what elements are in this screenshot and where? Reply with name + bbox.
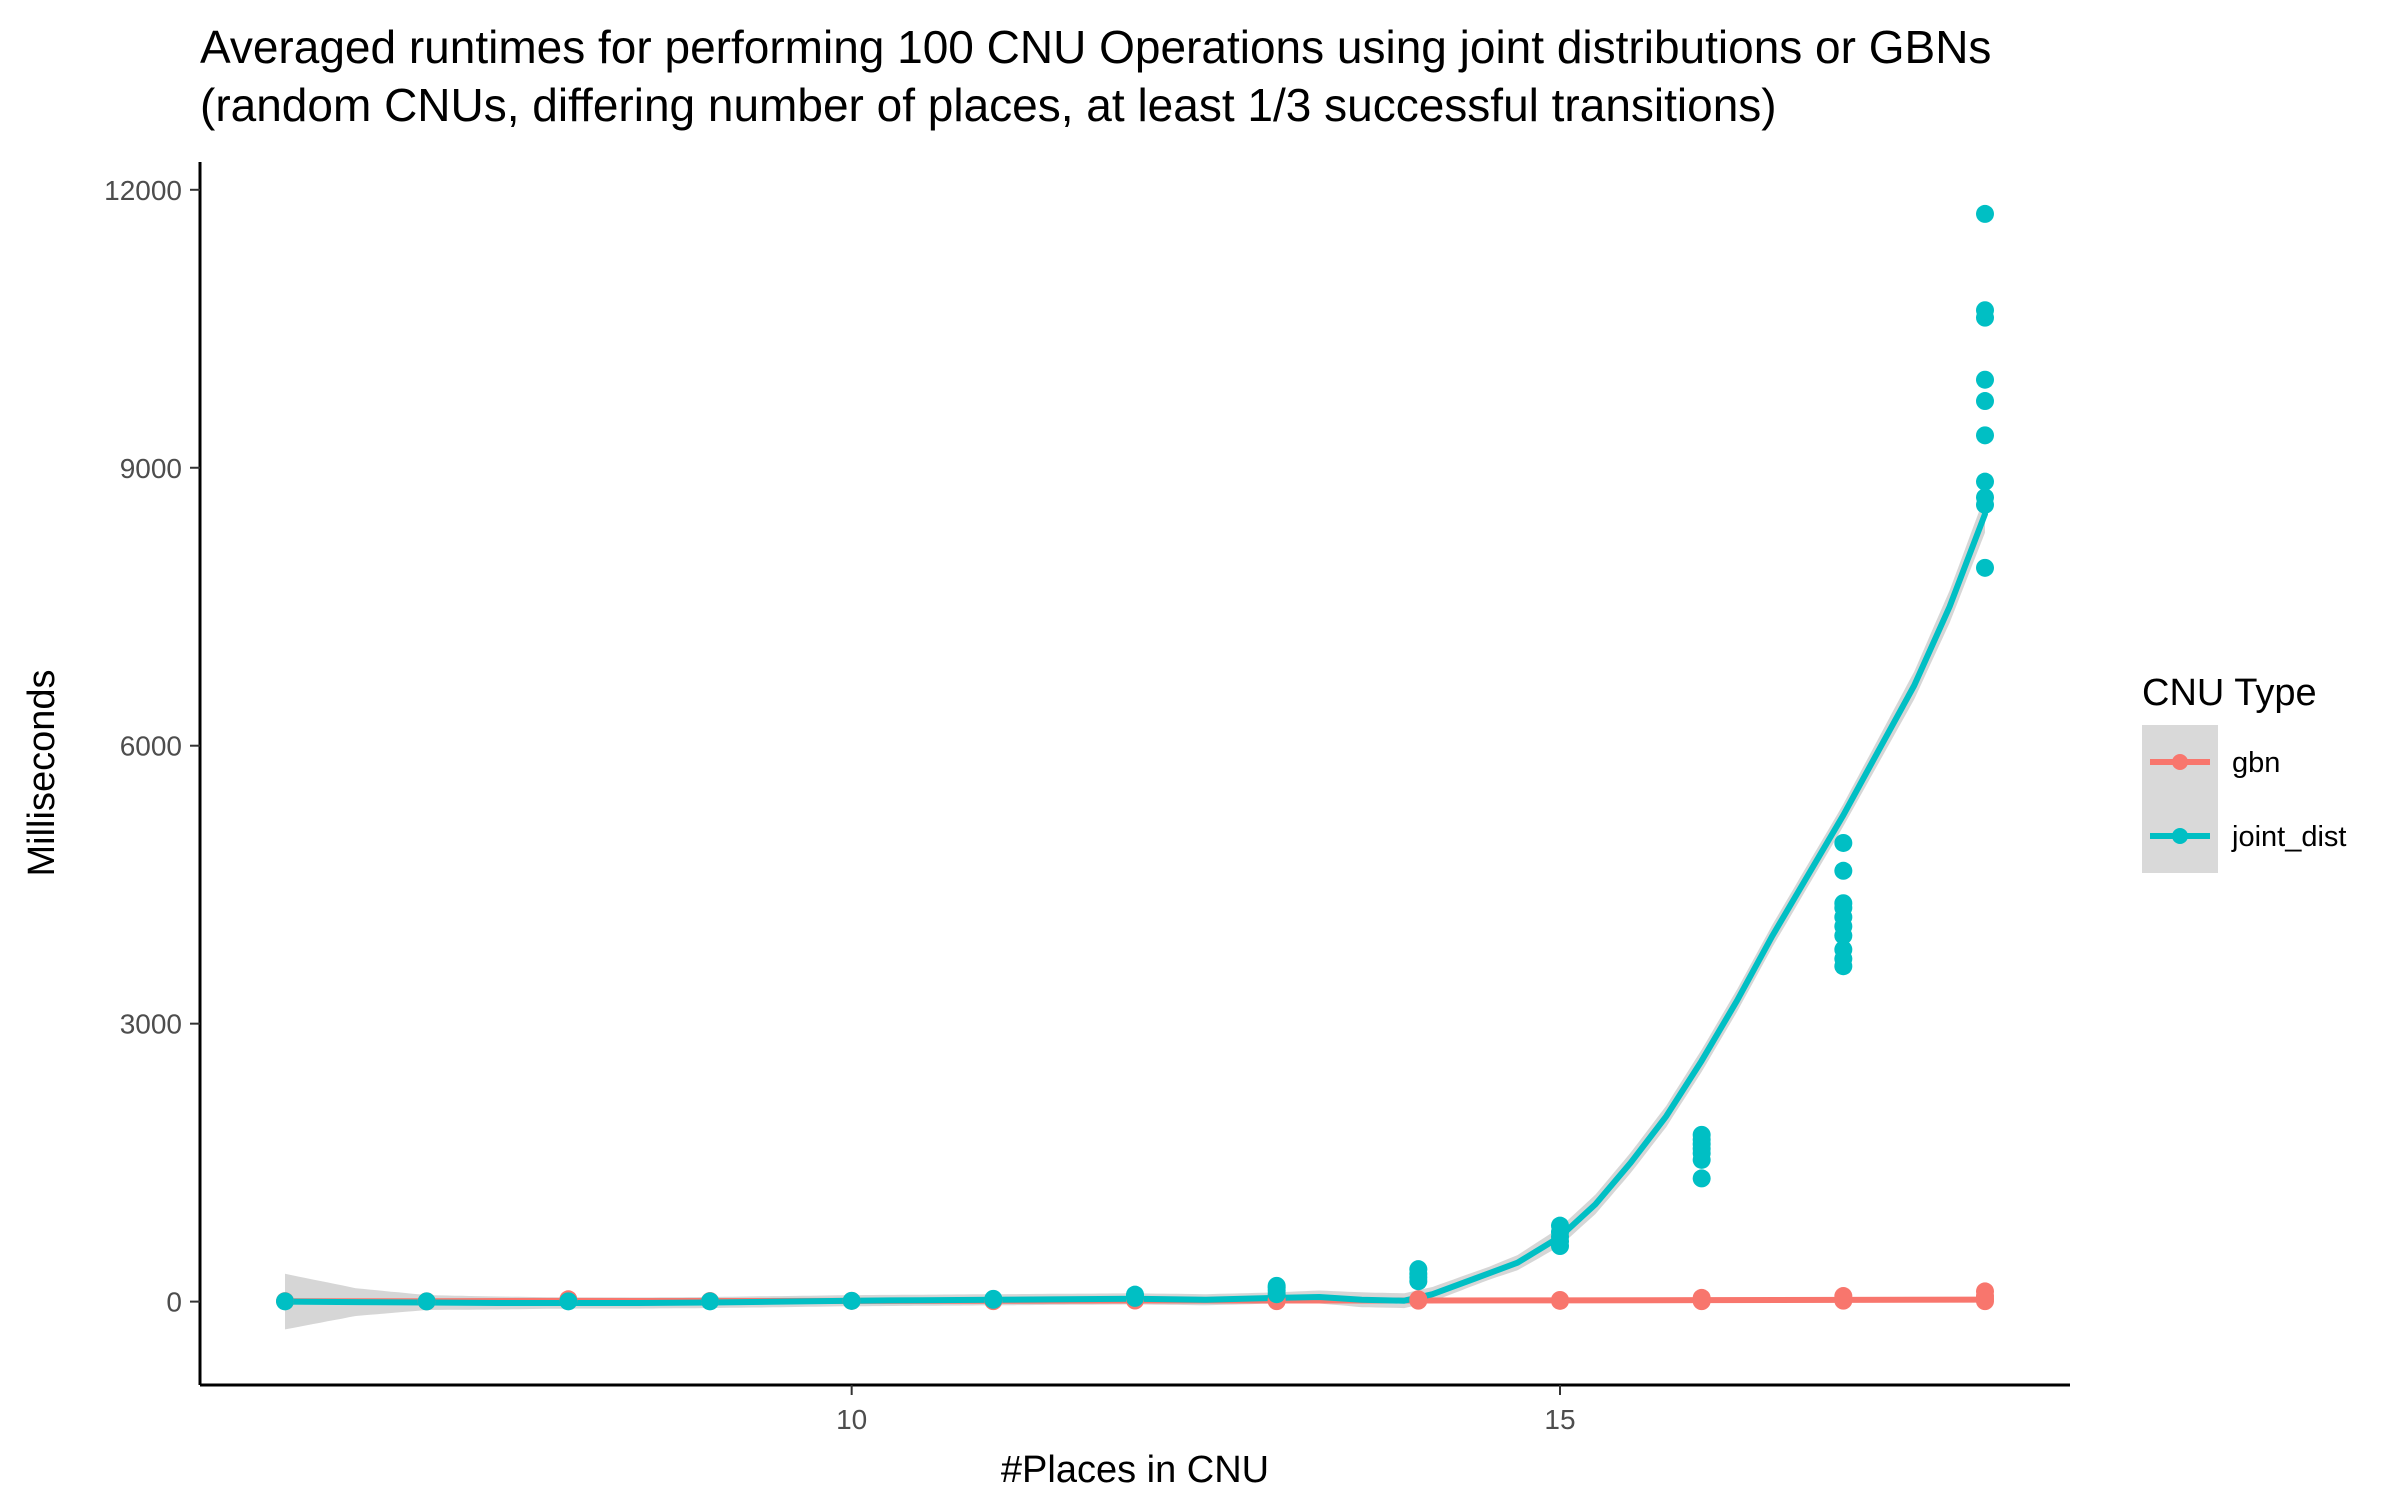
legend-title: CNU Type — [2142, 672, 2317, 714]
data-point-gbn — [1551, 1290, 1569, 1309]
data-point-joint-dist — [984, 1289, 1003, 1308]
legend: CNU Type gbn joint_dist — [2142, 672, 2346, 873]
legend-label-gbn: gbn — [2232, 747, 2280, 779]
data-point-joint-dist — [1834, 833, 1853, 852]
legend-key-joint-dist-point — [2172, 828, 2188, 844]
legend-key-gbn-point — [2172, 754, 2188, 770]
data-point-joint-dist — [417, 1292, 436, 1311]
smooth-lines — [282, 511, 1988, 1306]
x-tick-label: 15 — [1544, 1404, 1575, 1435]
data-point-joint-dist — [1834, 894, 1853, 913]
data-point-joint-dist — [1409, 1260, 1428, 1279]
data-point-joint-dist — [1834, 940, 1853, 959]
data-point-gbn — [1976, 1282, 1994, 1301]
data-point-joint-dist — [842, 1291, 861, 1310]
y-tick-label: 0 — [166, 1287, 182, 1318]
confidence-bands — [285, 495, 1985, 1330]
legend-key-background — [2142, 725, 2218, 873]
y-tick-label: 9000 — [120, 453, 182, 484]
chart-title: Averaged runtimes for performing 100 CNU… — [200, 21, 1992, 73]
data-point-joint-dist — [1976, 472, 1994, 491]
data-point-joint-dist — [559, 1292, 578, 1311]
data-point-joint-dist — [1976, 204, 1994, 223]
x-tick-label: 10 — [836, 1404, 867, 1435]
confidence-band-joint-dist — [285, 495, 1985, 1330]
y-tick-label: 6000 — [120, 731, 182, 762]
data-point-joint-dist — [1976, 426, 1994, 445]
data-point-joint-dist — [1976, 370, 1994, 389]
data-point-joint-dist — [1976, 301, 1994, 320]
data-point-joint-dist — [1692, 1169, 1711, 1188]
data-point-joint-dist — [1976, 392, 1994, 411]
data-point-gbn — [1409, 1290, 1428, 1309]
ticks: 0 3000 6000 9000 12000 10 15 — [104, 175, 1575, 1435]
data-point-joint-dist — [701, 1292, 719, 1311]
y-axis-title: Milliseconds — [21, 670, 63, 877]
data-point-joint-dist — [1267, 1276, 1286, 1295]
data-point-joint-dist — [1551, 1216, 1569, 1235]
data-points — [276, 204, 1994, 1311]
data-point-joint-dist — [1126, 1285, 1144, 1304]
axes — [198, 162, 2070, 1387]
data-point-joint-dist — [1976, 488, 1994, 507]
data-point-joint-dist — [1692, 1125, 1711, 1144]
chart-subtitle: (random CNUs, differing number of places… — [200, 79, 1777, 131]
y-tick-label: 12000 — [104, 175, 182, 206]
data-point-gbn — [1834, 1287, 1853, 1306]
smooth-line-joint-dist — [282, 511, 1988, 1306]
x-axis-title: #Places in CNU — [1001, 1449, 1269, 1491]
data-point-joint-dist — [1834, 861, 1853, 880]
data-point-gbn — [1692, 1288, 1711, 1307]
y-tick-label: 3000 — [120, 1009, 182, 1040]
legend-label-joint-dist: joint_dist — [2231, 821, 2346, 853]
data-point-joint-dist — [1976, 558, 1994, 577]
data-point-joint-dist — [276, 1292, 294, 1311]
